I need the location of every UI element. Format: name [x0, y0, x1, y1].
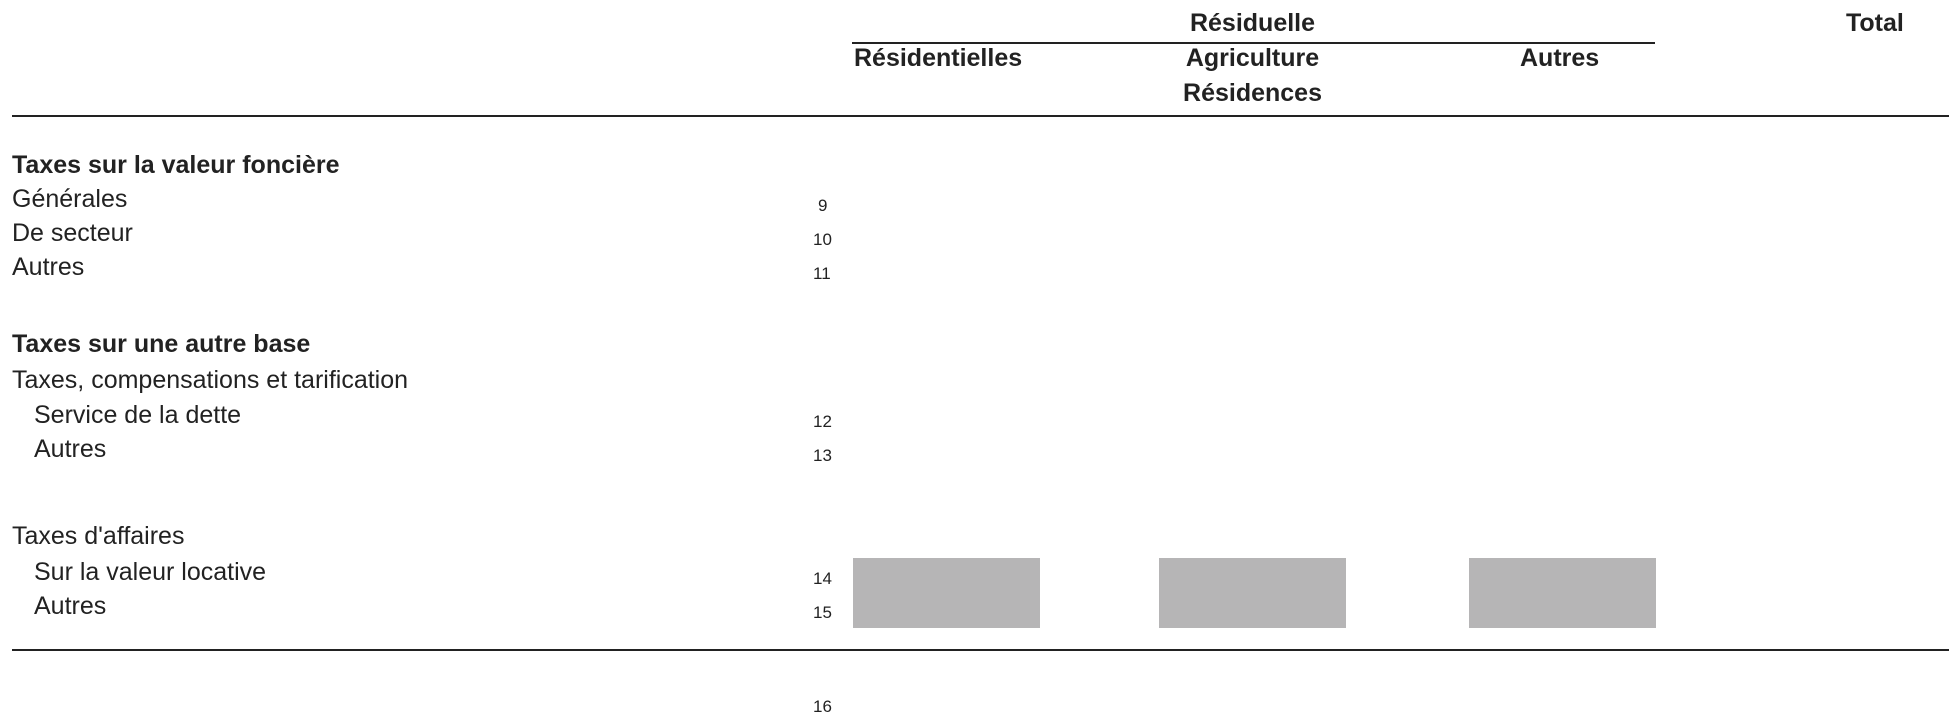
- row-label: Service de la dette: [34, 401, 242, 429]
- row-label: Générales: [12, 185, 128, 213]
- header-residences: Résidences: [1183, 79, 1322, 107]
- line-number: 10: [813, 230, 832, 249]
- row-label: De secteur: [12, 219, 133, 247]
- section-title-autre-base: Taxes sur une autre base: [12, 330, 311, 358]
- line-number: 9: [818, 196, 828, 215]
- row-label: Sur la valeur locative: [34, 558, 267, 586]
- line-number: 13: [813, 446, 832, 465]
- header-autres: Autres: [1520, 44, 1600, 72]
- header-residentielles: Résidentielles: [854, 44, 1023, 72]
- line-number: 11: [813, 264, 831, 283]
- section-subtitle: Taxes, compensations et tarification: [12, 366, 409, 394]
- line-number: 15: [813, 603, 832, 622]
- section-title-affaires: Taxes d'affaires: [12, 522, 185, 550]
- shaded-cell-residentielles: [853, 558, 1040, 628]
- shaded-cell-autres: [1469, 558, 1656, 628]
- row-label: Autres: [12, 253, 85, 281]
- line-number: 14: [813, 569, 832, 588]
- header-bottom-rule: [12, 115, 1949, 117]
- line-number: 12: [813, 412, 832, 431]
- shaded-cell-agriculture: [1159, 558, 1346, 628]
- section-title-valeur-fonciere: Taxes sur la valeur foncière: [12, 151, 340, 179]
- header-agriculture: Agriculture: [1185, 44, 1320, 72]
- residuelle-underline: [852, 42, 1655, 44]
- section-bottom-rule: [12, 649, 1949, 651]
- row-label: Autres: [34, 435, 107, 463]
- header-residuelle: Résiduelle: [1189, 9, 1316, 37]
- header-total: Total: [1846, 9, 1904, 37]
- line-number-total: 16: [813, 697, 832, 716]
- row-label: Autres: [34, 592, 107, 620]
